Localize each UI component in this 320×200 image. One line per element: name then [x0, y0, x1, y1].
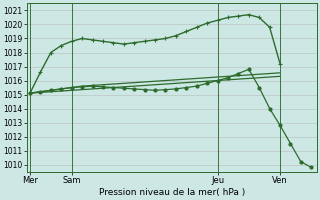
X-axis label: Pression niveau de la mer( hPa ): Pression niveau de la mer( hPa ) [99, 188, 245, 197]
